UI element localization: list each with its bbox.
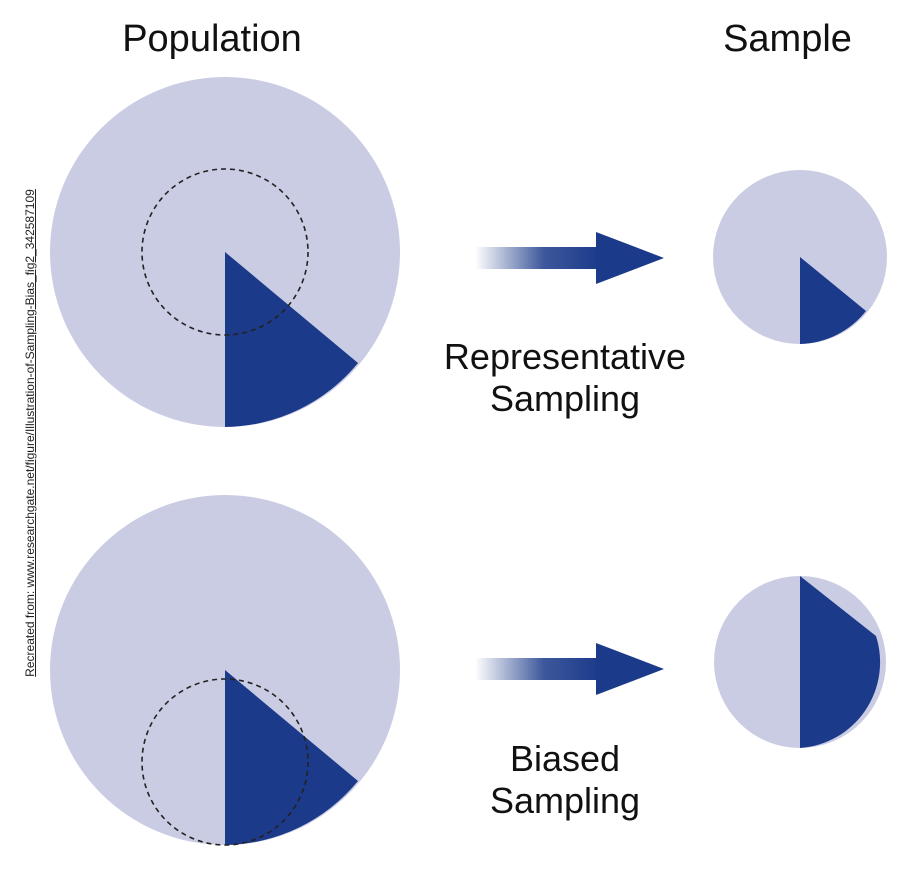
population-dark-slice xyxy=(225,252,358,427)
representative-arrow xyxy=(475,232,664,284)
arrow-shaft xyxy=(475,658,600,680)
sample-dark-slice xyxy=(800,576,881,748)
population-dark-slice xyxy=(225,670,358,845)
representative-sample-pie xyxy=(713,170,887,344)
representative-sampling-label: Representative Sampling xyxy=(420,336,710,420)
arrow-head xyxy=(596,232,664,284)
biased-population-pie xyxy=(50,495,400,846)
arrow-shaft xyxy=(475,247,600,269)
population-heading: Population xyxy=(122,18,302,60)
biased-label-line2: Sampling xyxy=(489,780,641,822)
biased-label-line1: Biased xyxy=(509,738,621,779)
biased-arrow xyxy=(475,643,664,695)
representative-label-line1: Representative xyxy=(443,336,687,377)
sample-heading: Sample xyxy=(723,18,852,60)
representative-population-pie xyxy=(50,77,400,427)
biased-sampling-label: Biased Sampling xyxy=(440,738,690,822)
biased-sample-pie xyxy=(714,576,886,748)
sample-selection-ring xyxy=(141,678,309,846)
sample-dark-slice xyxy=(800,257,866,344)
sample-selection-ring xyxy=(141,168,309,336)
representative-label-line2: Sampling xyxy=(489,378,641,420)
arrow-head xyxy=(596,643,664,695)
